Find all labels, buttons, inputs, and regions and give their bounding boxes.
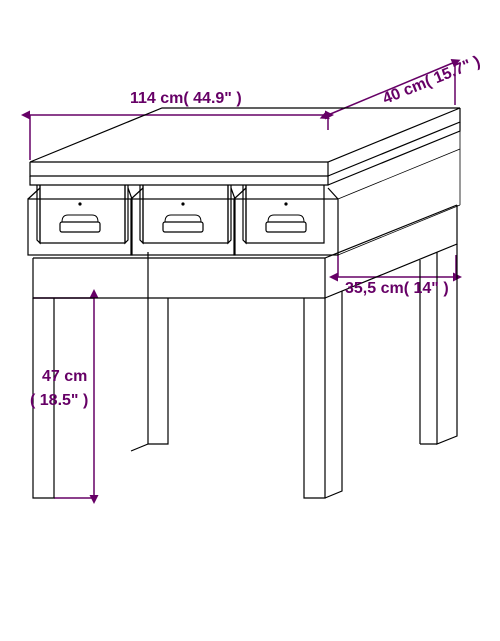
table-outline [28,108,460,498]
drawer-1 [28,185,132,255]
back-left-leg [148,252,168,444]
dim-drawer-width-label: 35,5 cm( 14" ) [345,280,449,298]
drawer-2 [131,185,235,255]
drawer-3 [234,185,338,255]
dim-leg-height-label: 47 cm [42,368,87,386]
front-right-leg [304,298,325,498]
dim-width-label: 114 cm( 44.9" ) [130,90,242,108]
dim-leg-height-in-label: ( 18.5" ) [30,392,88,410]
back-right-leg [437,244,457,444]
table-diagram [0,0,500,641]
